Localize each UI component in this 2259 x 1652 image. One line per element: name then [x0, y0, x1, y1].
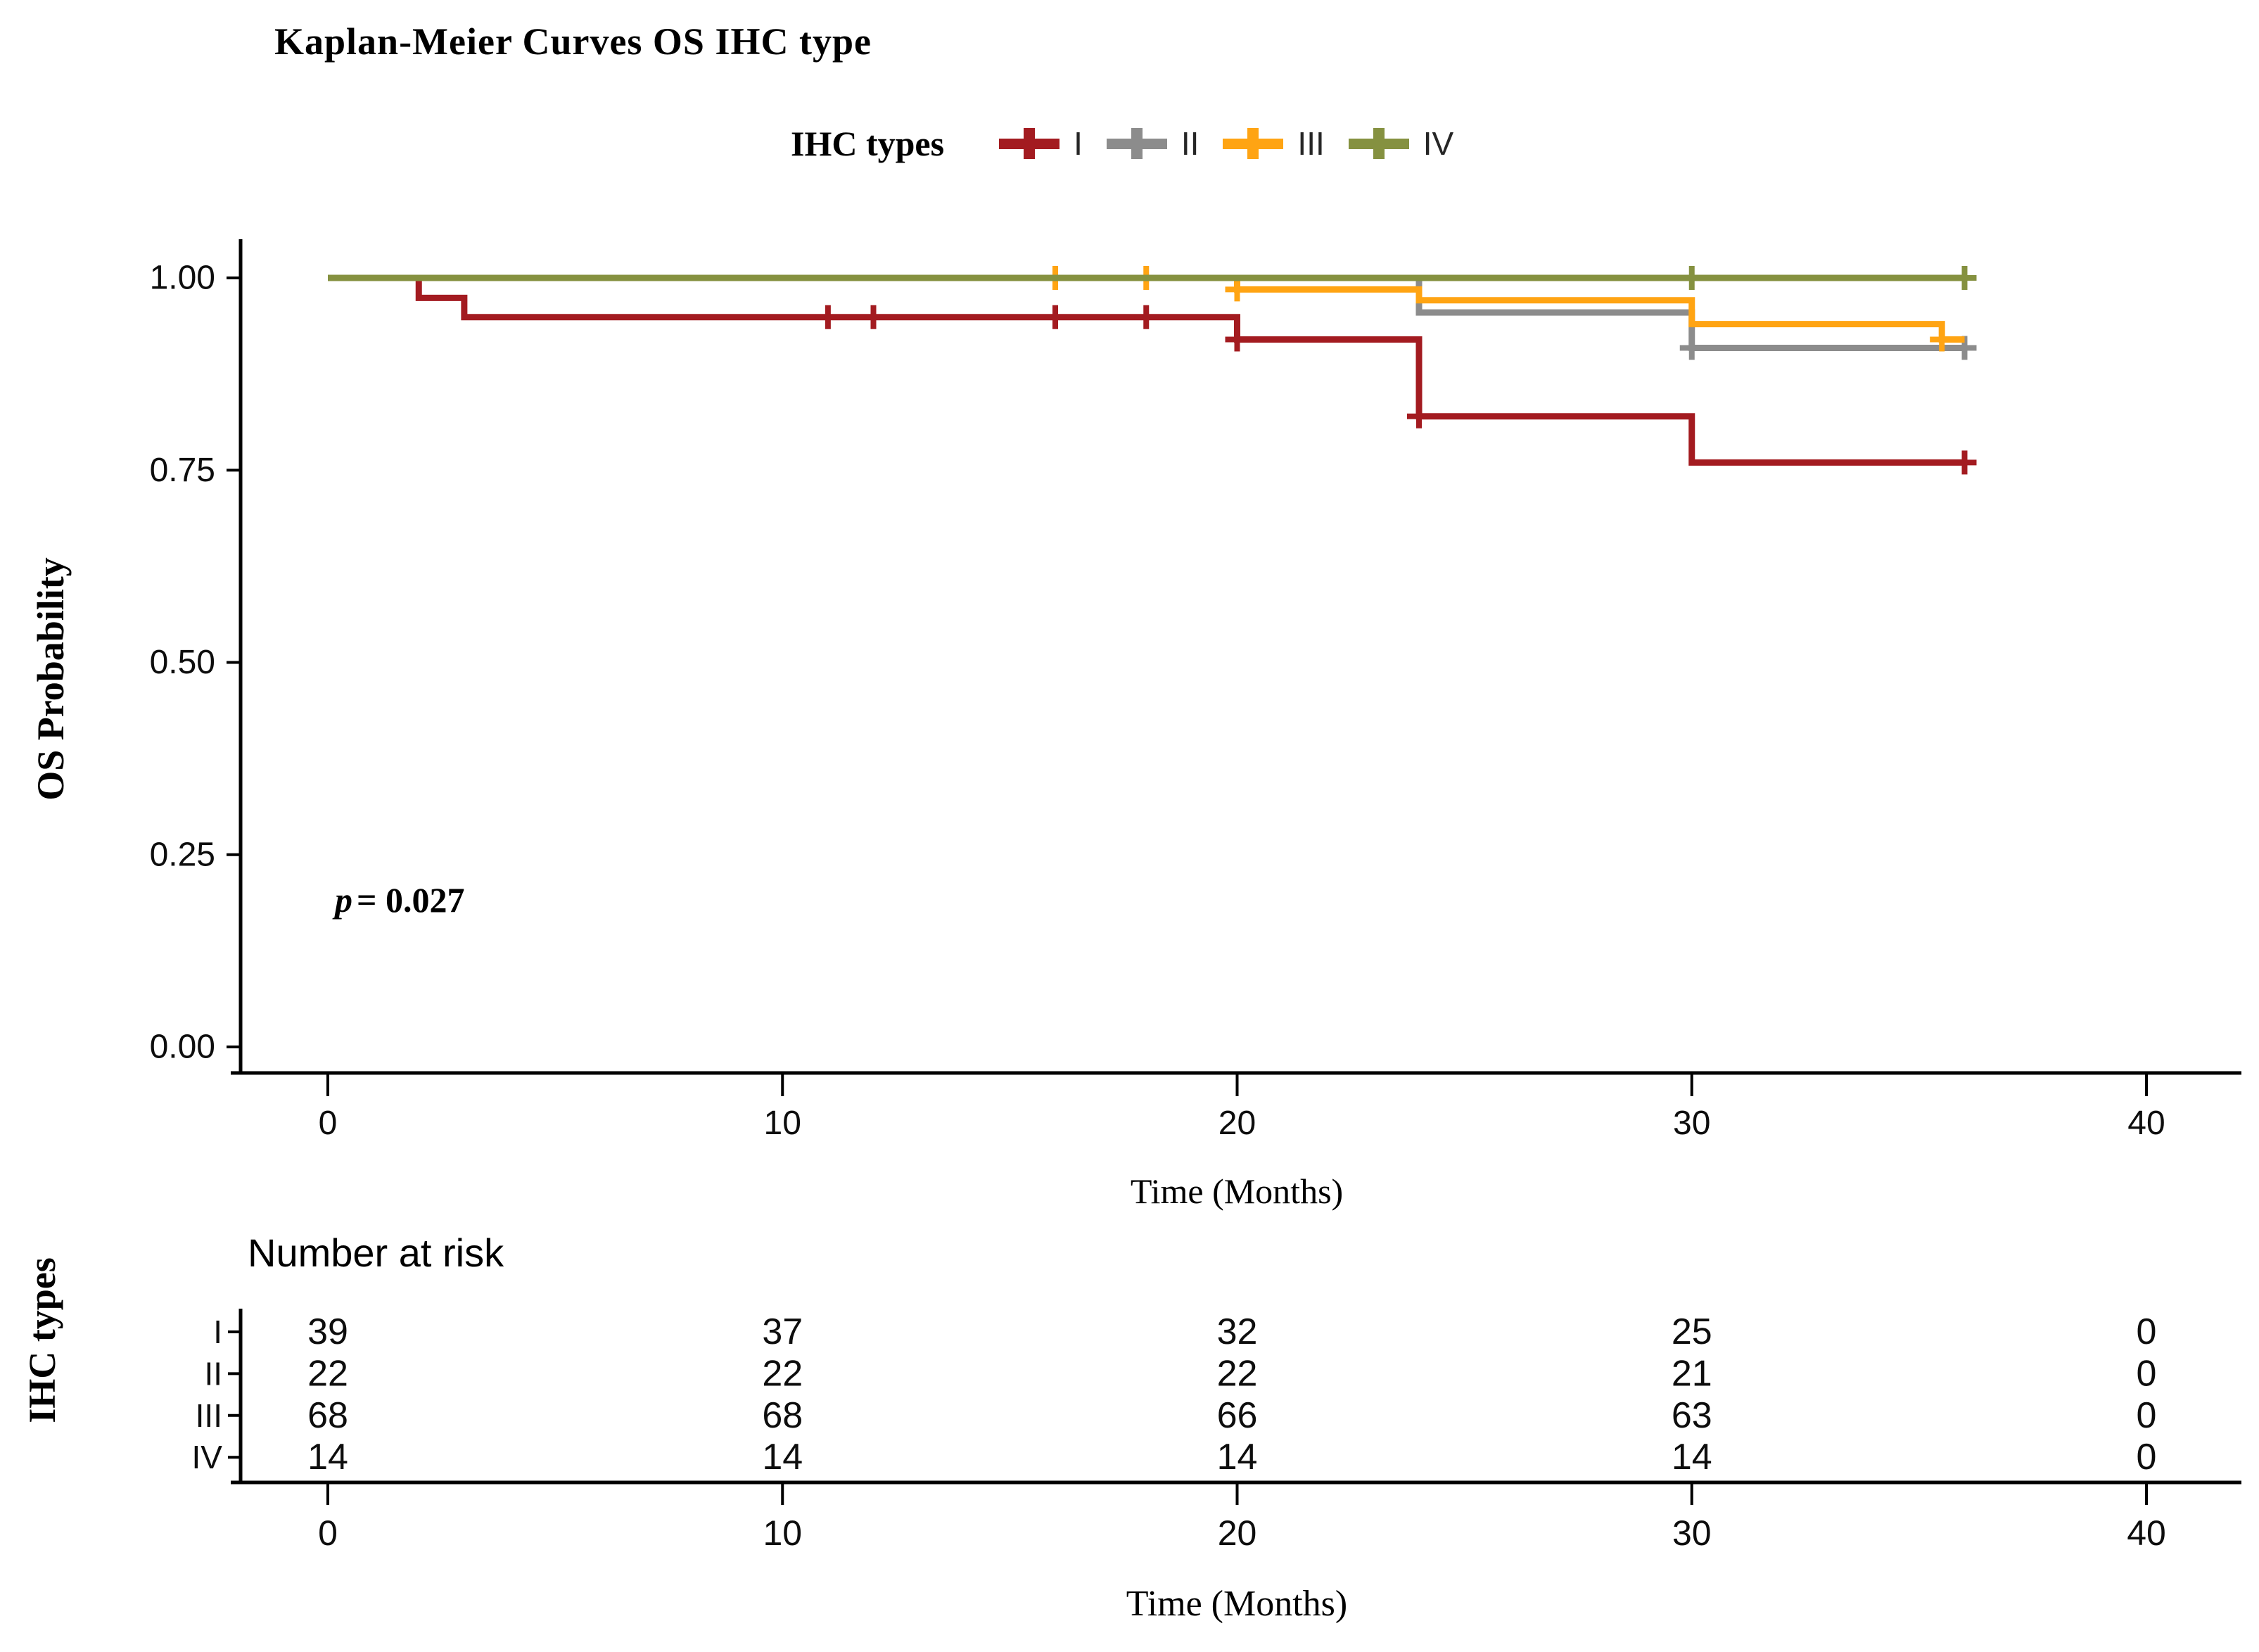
x-axis-tick-label: 40: [2127, 1105, 2165, 1142]
risk-x-tick-label: 30: [1672, 1513, 1712, 1553]
plus-marker-icon: [999, 128, 1060, 159]
page-title: Kaplan-Meier Curves OS IHC type: [274, 20, 872, 63]
risk-count: 22: [762, 1353, 803, 1394]
risk-row-label-III: III: [196, 1397, 222, 1434]
y-axis-tick-label: 1.00: [150, 260, 215, 297]
risk-count: 37: [762, 1311, 803, 1352]
legend-item-I: I: [999, 125, 1083, 163]
x-axis-title-main: Time (Months): [1130, 1171, 1344, 1211]
legend-item-II: II: [1106, 125, 1200, 163]
risk-table-axis-title: IHC types: [21, 1257, 63, 1423]
y-axis-tick-label: 0.25: [150, 836, 215, 873]
y-axis-tick-label: 0.00: [150, 1029, 215, 1066]
risk-count: 0: [2137, 1353, 2157, 1394]
y-axis-title: OS Probability: [30, 557, 72, 801]
plus-marker-icon: [1348, 128, 1409, 159]
y-axis-tick-label: 0.75: [150, 452, 215, 489]
risk-count: 14: [1672, 1437, 1712, 1478]
risk-count: 14: [762, 1437, 803, 1478]
risk-count: 14: [307, 1437, 348, 1478]
legend-title: IHC types: [791, 124, 945, 163]
legend-item-label: IV: [1423, 125, 1454, 162]
risk-row-label-IV: IV: [192, 1439, 223, 1475]
x-axis-tick-label: 20: [1218, 1105, 1256, 1142]
x-axis-tick-label: 0: [319, 1105, 338, 1142]
risk-table-header: Number at risk: [248, 1231, 504, 1275]
risk-x-tick-label: 10: [763, 1513, 802, 1553]
risk-count: 66: [1217, 1395, 1258, 1436]
risk-row-label-II: II: [204, 1355, 222, 1392]
x-axis-tick-label: 30: [1673, 1105, 1710, 1142]
p-value-text: = 0.027: [357, 880, 465, 920]
x-axis-tick-label: 10: [764, 1105, 801, 1142]
risk-count: 22: [307, 1353, 348, 1394]
plus-marker-icon: [1223, 128, 1284, 159]
risk-count: 22: [1217, 1353, 1258, 1394]
risk-x-tick-label: 20: [1218, 1513, 1257, 1553]
legend: IHC types I II III: [791, 118, 1453, 169]
risk-count: 68: [307, 1395, 348, 1436]
risk-count: 39: [307, 1311, 348, 1352]
risk-count: 0: [2137, 1311, 2157, 1352]
risk-x-tick-label: 0: [318, 1513, 338, 1553]
risk-count: 68: [762, 1395, 803, 1436]
legend-item-label: II: [1181, 125, 1200, 162]
y-axis-tick-label: 0.50: [150, 644, 215, 681]
p-value-label: p = 0.027: [335, 879, 465, 920]
risk-count: 0: [2137, 1395, 2157, 1436]
risk-count: 32: [1217, 1311, 1258, 1352]
risk-count: 63: [1672, 1395, 1712, 1436]
x-axis-title-table: Time (Months): [1126, 1584, 1348, 1624]
p-value-symbol: p: [335, 880, 352, 920]
legend-item-label: III: [1297, 125, 1325, 162]
risk-x-tick-label: 40: [2127, 1513, 2166, 1553]
risk-count: 0: [2137, 1437, 2157, 1478]
risk-count: 21: [1672, 1353, 1712, 1394]
risk-row-label-I: I: [213, 1314, 222, 1350]
plus-marker-icon: [1106, 128, 1167, 159]
legend-item-III: III: [1223, 125, 1325, 163]
risk-count: 14: [1217, 1437, 1258, 1478]
risk-count: 25: [1672, 1311, 1712, 1352]
legend-item-IV: IV: [1348, 125, 1454, 163]
legend-item-label: I: [1074, 125, 1083, 162]
